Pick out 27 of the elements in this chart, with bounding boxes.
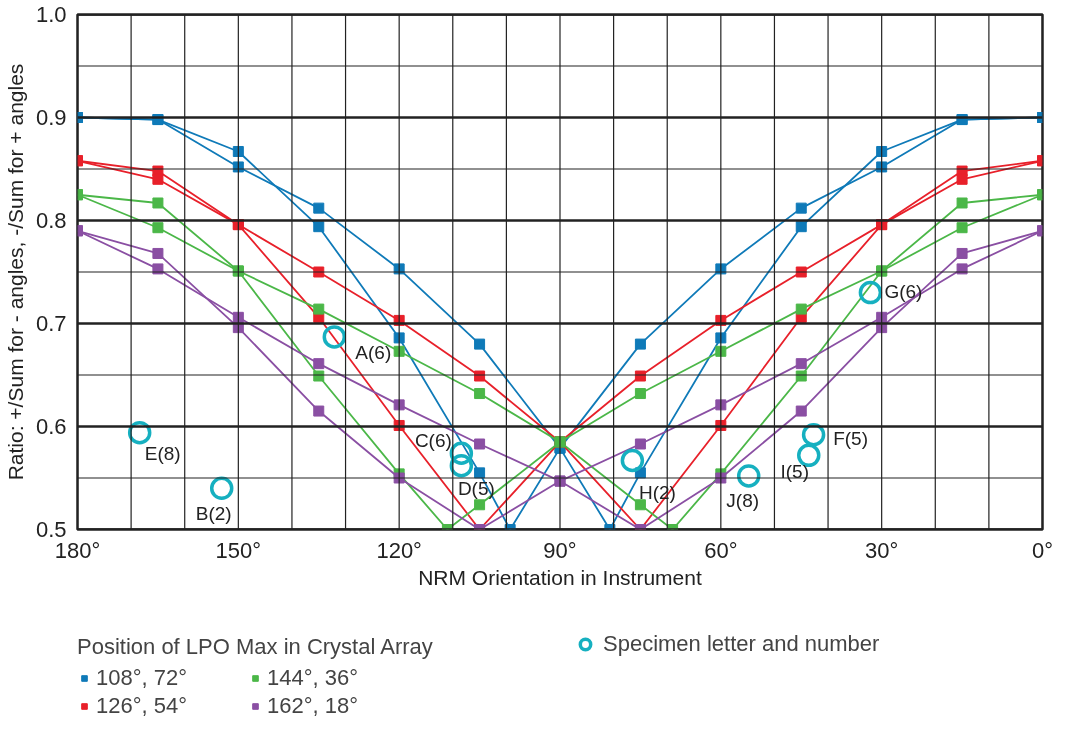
legend-label: 162°, 18°: [267, 693, 359, 719]
x-tick-label: 60°: [704, 537, 738, 563]
data-label: E(8): [144, 443, 181, 465]
y-tick-label: 0.7: [35, 311, 67, 336]
x-tick-label: 150°: [215, 537, 262, 563]
x-tick-label: 90°: [543, 537, 577, 563]
legend-label: 126°, 54°: [96, 693, 188, 719]
data-label: A(6): [355, 342, 392, 364]
x-tick-label: 120°: [376, 537, 422, 563]
data-label: J(8): [726, 490, 760, 512]
data-label: F(5): [833, 428, 868, 450]
data-label: C(6): [414, 429, 452, 451]
x-tick-label: 0°: [1031, 537, 1054, 563]
y-tick-label: 0.8: [35, 208, 67, 233]
y-tick-label: 0.6: [35, 414, 67, 439]
y-axis-title: Ratio: +/Sum for - angles, -/Sum for + angles: [3, 63, 27, 481]
x-tick-label: 30°: [865, 537, 899, 563]
legend-label: 144°, 36°: [267, 665, 359, 691]
data-label: B(2): [195, 502, 232, 524]
data-label: G(6): [884, 281, 923, 303]
legend-label: Specimen letter and number: [603, 631, 880, 657]
legend-label: 108°, 72°: [96, 665, 188, 691]
y-tick-label: 1.0: [35, 2, 67, 27]
y-tick-label: 0.9: [35, 105, 67, 130]
data-label: I(5): [780, 460, 810, 482]
x-axis-title: NRM Orientation in Instrument: [418, 565, 702, 589]
legend-title: Position of LPO Max in Crystal Array: [77, 634, 433, 660]
